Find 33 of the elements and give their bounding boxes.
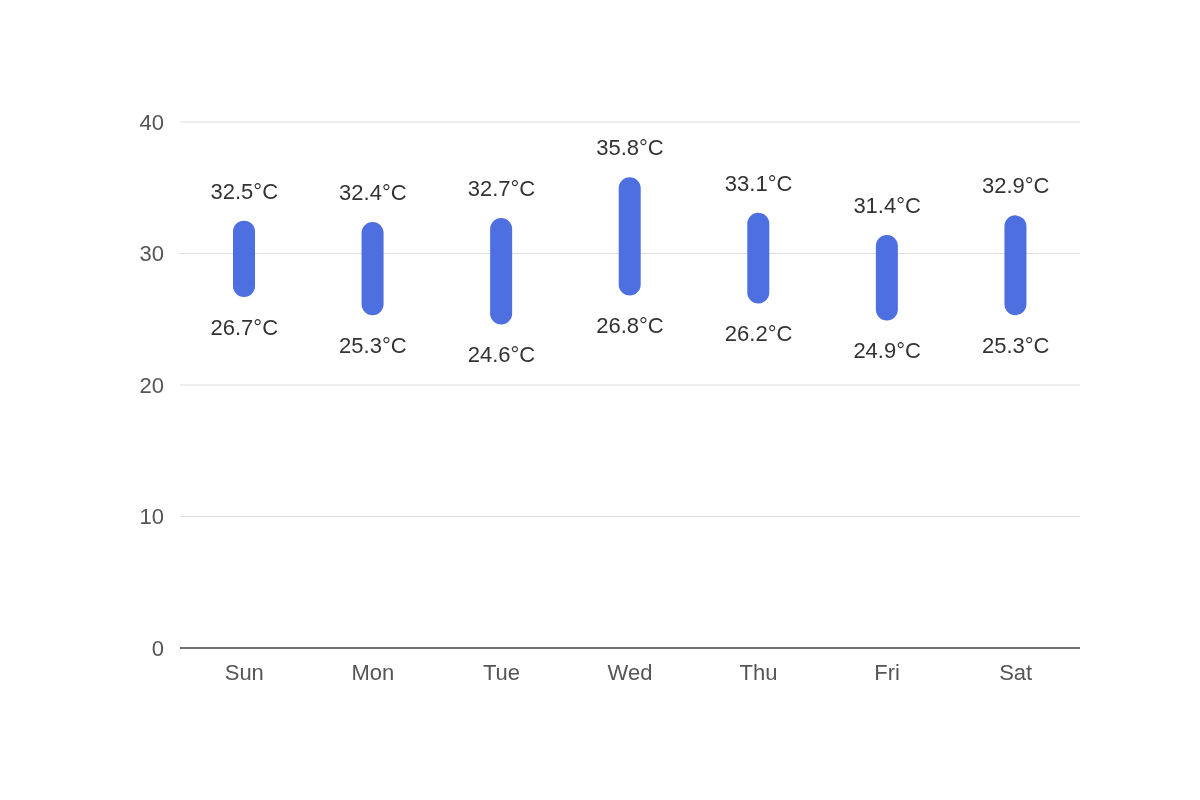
x-tick-label: Sun (224, 659, 264, 685)
bar (233, 220, 255, 297)
bar (875, 235, 898, 321)
annotation: 31.4°C (853, 193, 921, 219)
x-tick-label: Tue (482, 659, 520, 685)
y-tick-label: 0 (151, 635, 164, 661)
annotation: 26.8°C (596, 313, 664, 339)
y-tick-label: 40 (139, 109, 164, 135)
annotation: 24.6°C (467, 342, 536, 368)
bar (361, 221, 384, 316)
annotation: 32.5°C (210, 178, 279, 204)
y-tick-label: 20 (139, 372, 164, 398)
annotation: 32.9°C (981, 173, 1050, 199)
annotation: 32.7°C (467, 175, 536, 201)
y-tick-label: 10 (139, 504, 164, 530)
x-tick-label: Wed (607, 659, 653, 685)
annotation: 25.3°C (339, 332, 407, 358)
bar (747, 212, 770, 304)
x-tick-label: Sat (999, 659, 1033, 685)
annotation: 25.3°C (981, 332, 1050, 358)
y-tick-label: 30 (139, 241, 164, 267)
x-tick-label: Thu (739, 659, 778, 685)
annotation: 26.2°C (724, 321, 793, 347)
bar (1004, 215, 1027, 316)
annotation: 33.1°C (724, 170, 793, 196)
bar (618, 177, 641, 296)
bar (490, 218, 513, 325)
x-tick-label: Mon (351, 659, 395, 685)
annotation: 24.9°C (853, 338, 921, 364)
x-tick-label: Fri (874, 659, 900, 685)
annotation: 35.8°C (596, 135, 664, 161)
annotation: 32.4°C (339, 179, 407, 205)
annotation: 26.7°C (210, 314, 279, 340)
